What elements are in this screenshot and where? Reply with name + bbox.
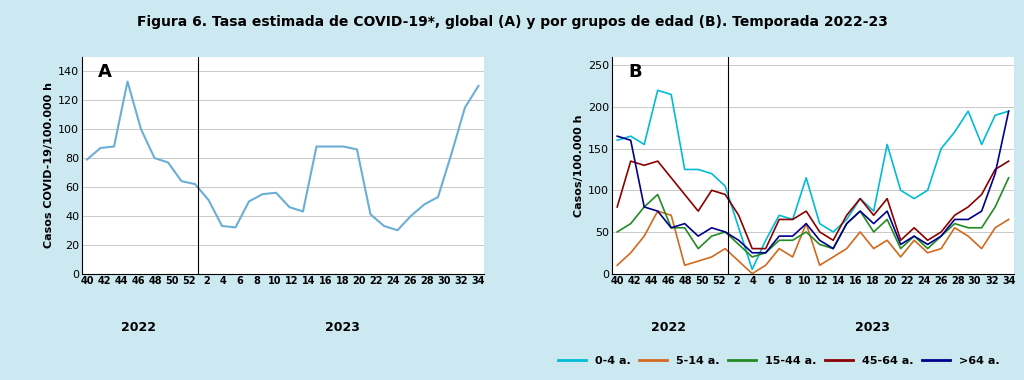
Text: 2023: 2023: [325, 321, 359, 334]
Y-axis label: Casos COVID-19/100.000 h: Casos COVID-19/100.000 h: [44, 82, 54, 248]
Text: 2022: 2022: [121, 321, 156, 334]
Text: B: B: [628, 63, 642, 81]
Y-axis label: Casos/100.000 h: Casos/100.000 h: [574, 114, 584, 217]
Text: 2022: 2022: [651, 321, 686, 334]
Text: 2023: 2023: [855, 321, 890, 334]
Legend: 0-4 a., 5-14 a., 15-44 a., 45-64 a., >64 a.: 0-4 a., 5-14 a., 15-44 a., 45-64 a., >64…: [553, 352, 1004, 370]
Text: A: A: [98, 63, 112, 81]
Text: Figura 6. Tasa estimada de COVID-19*, global (A) y por grupos de edad (B). Tempo: Figura 6. Tasa estimada de COVID-19*, gl…: [136, 15, 888, 29]
